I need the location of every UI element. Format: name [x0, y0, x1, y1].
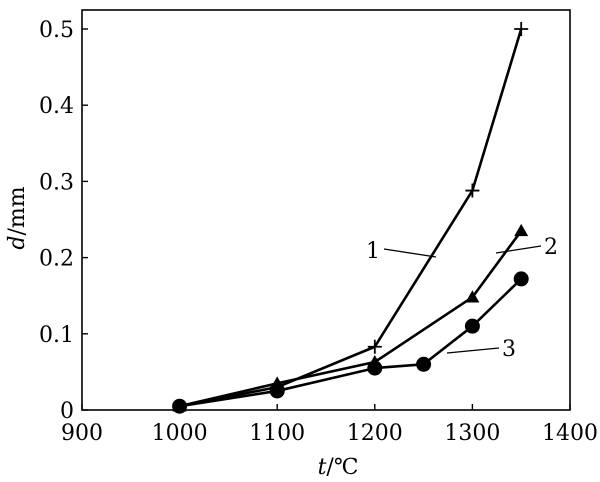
series-3-point: [269, 383, 285, 399]
series-1-leader: [383, 248, 437, 258]
plot-frame: [81, 9, 571, 411]
series-3-point: [416, 356, 432, 372]
series-2-point: [514, 223, 529, 237]
series-2-point: [465, 290, 480, 303]
series-1-point: [514, 22, 529, 36]
series-3-point: [172, 398, 188, 414]
x-axis-unit: /℃: [326, 455, 358, 480]
series-2-label: 2: [544, 235, 558, 260]
y-tick-label: 0: [60, 399, 74, 424]
series-1-point: [465, 183, 480, 198]
labels-layer: t/℃ d/mm 1 2 3: [5, 186, 558, 480]
series-2: [172, 223, 529, 412]
y-tick-label: 0.5: [39, 18, 74, 43]
series-2-leader: [495, 245, 542, 254]
series-3: [172, 271, 529, 414]
x-tick-label: 900: [61, 421, 103, 446]
y-axis-unit: /mm: [5, 186, 30, 235]
series-3-point: [513, 271, 529, 287]
series-1-label: 1: [366, 239, 380, 264]
series-3-line: [179, 278, 523, 408]
y-tick-label: 0.4: [39, 94, 74, 119]
series-layer: [172, 22, 529, 414]
series-3-leader: [446, 347, 500, 354]
y-axis-var: d: [5, 236, 30, 250]
series-1-point: [367, 339, 382, 354]
series-1-line: [179, 28, 523, 408]
x-tick-label: 1300: [444, 421, 500, 446]
y-tick-label: 0.2: [39, 247, 74, 272]
y-tick-label: 0.3: [39, 170, 74, 195]
y-axis-title: d/mm: [5, 186, 30, 249]
x-tick-label: 1000: [152, 421, 208, 446]
x-axis-title: t/℃: [318, 455, 359, 480]
axes: 900 1000 1100 1200 1300 1400 0 0.1 0.2 0.3 0.4 0.5: [39, 9, 598, 446]
x-tick-label: 1200: [347, 421, 403, 446]
x-axis-var: t: [318, 455, 327, 480]
series-3-point: [367, 360, 383, 376]
x-tick-label: 1100: [249, 421, 305, 446]
y-tick-label: 0.1: [39, 323, 74, 348]
series-3-label: 3: [502, 337, 516, 362]
series-2-line: [179, 230, 523, 408]
series-3-point: [464, 318, 480, 334]
x-tick-label: 1400: [542, 421, 598, 446]
series-1: [172, 22, 529, 414]
